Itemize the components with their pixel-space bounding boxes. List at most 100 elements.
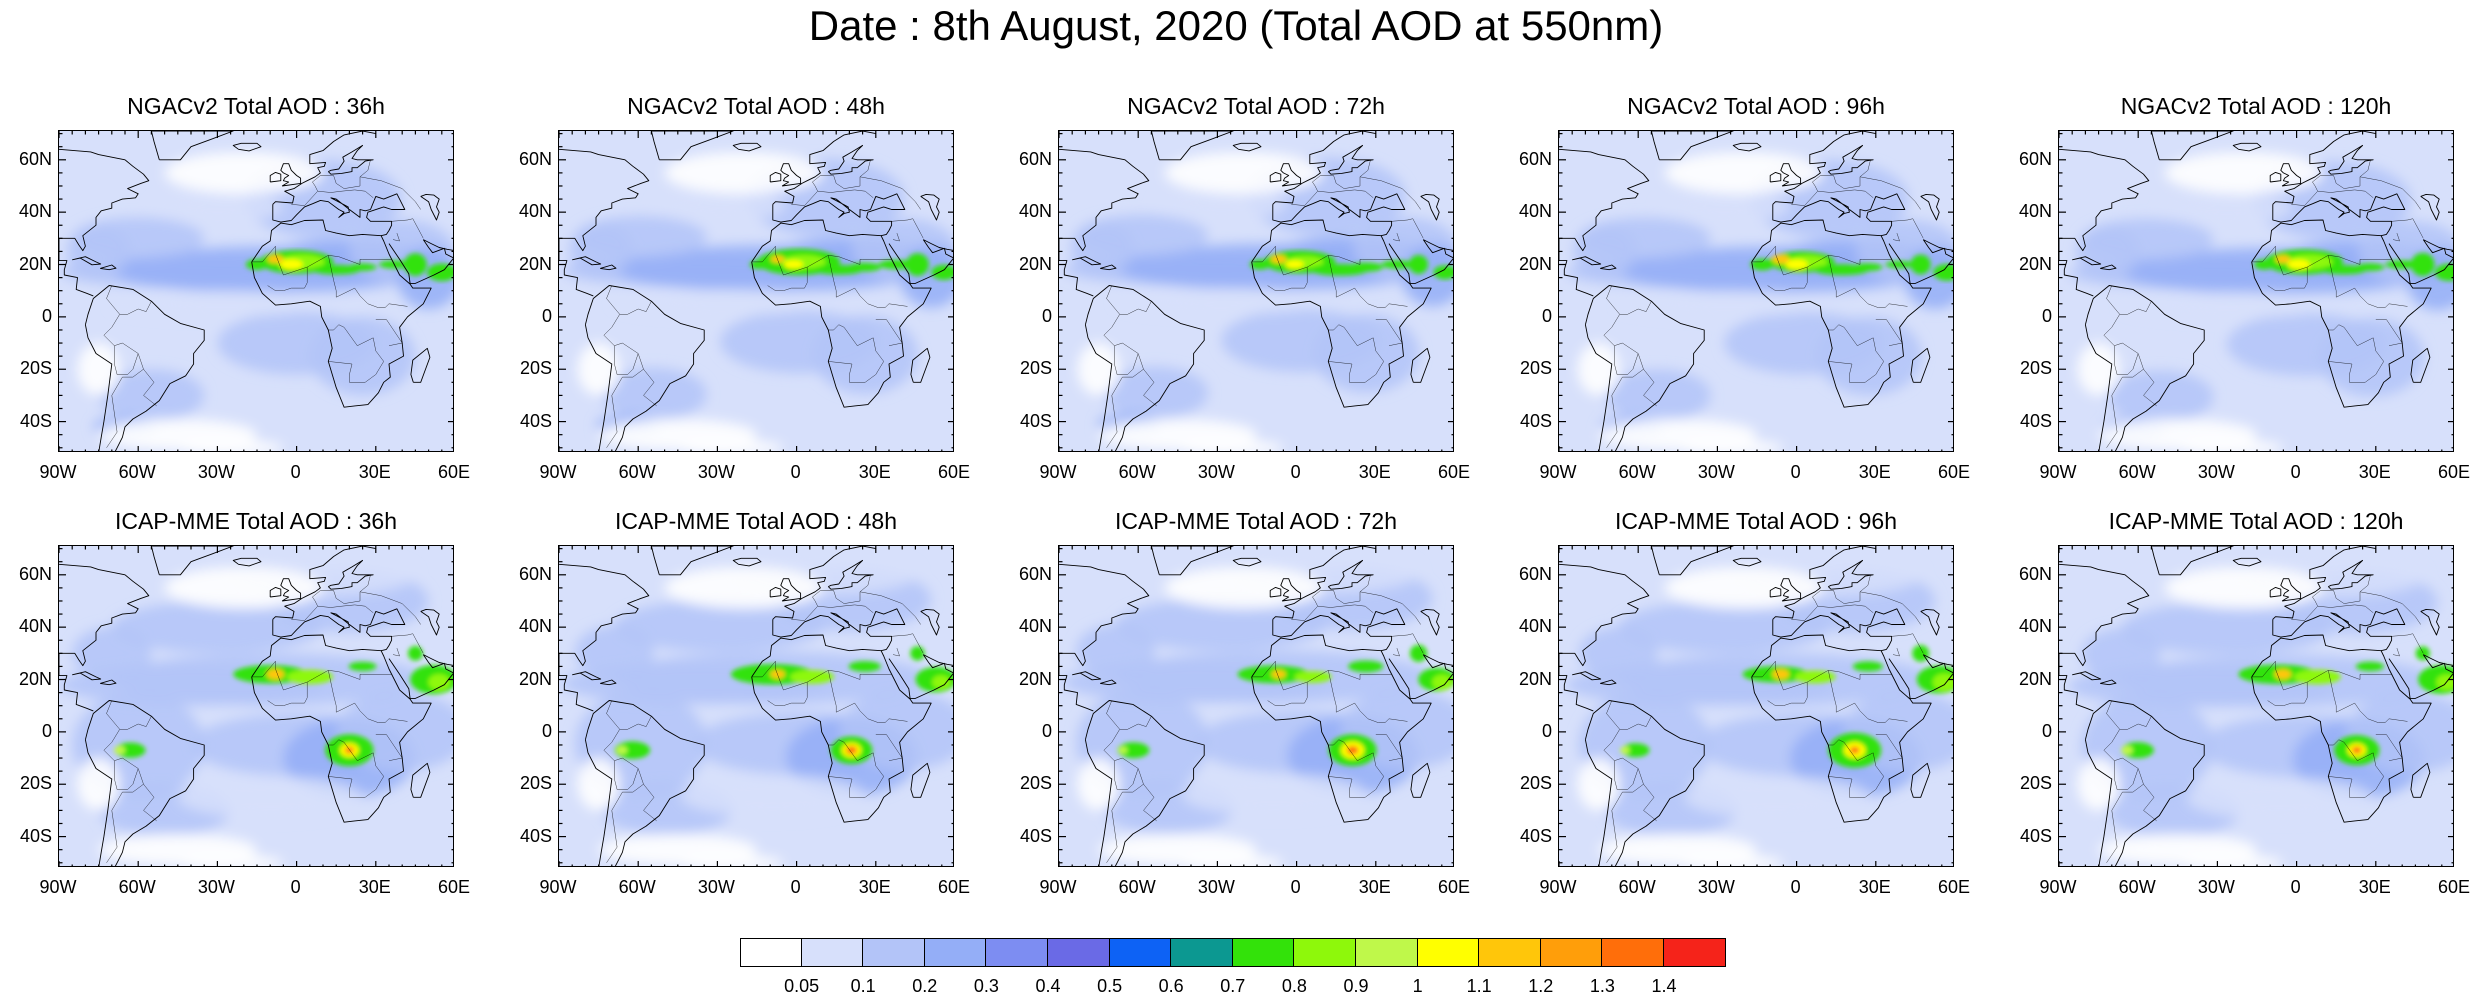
coastline — [2269, 171, 2282, 183]
lat-tick-label: 60N — [518, 563, 552, 584]
aod-plume-core — [404, 253, 427, 276]
coastline — [410, 347, 431, 383]
map-frame — [558, 130, 954, 452]
lat-tick-label: 20N — [1518, 668, 1552, 689]
aod-plume-core — [848, 661, 881, 672]
country-border — [2375, 734, 2403, 761]
aod-plume — [2160, 192, 2293, 224]
coastline — [1772, 608, 1906, 652]
lat-tick-label: 40S — [1519, 825, 1552, 846]
lon-tick-label: 30W — [1697, 877, 1735, 897]
coastline — [769, 171, 782, 183]
coastline — [1732, 557, 1762, 567]
country-border — [119, 716, 152, 730]
country-border — [767, 682, 808, 706]
aod-plume — [1578, 627, 1658, 680]
aod-plume-core — [1433, 265, 1453, 280]
country-border — [767, 267, 808, 291]
country-borders — [1603, 574, 1924, 863]
lon-tick-label: 30E — [358, 462, 391, 482]
country-border — [1119, 716, 1152, 730]
country-border — [603, 285, 657, 407]
colorbar-label: 0.05 — [784, 976, 820, 996]
aod-plume-core — [2275, 255, 2291, 264]
lon-tick-label: 90W — [2039, 462, 2077, 482]
coastline — [388, 239, 453, 284]
lon-tick-label: 30E — [1858, 877, 1891, 897]
lat-tick-label: 40S — [1019, 410, 1052, 431]
panel-title: ICAP-MME Total AOD : 36h — [114, 508, 398, 534]
coastline — [1600, 679, 1617, 686]
aod-plume-core — [906, 253, 929, 276]
coastline — [251, 634, 432, 823]
lon-tick-label: 30E — [858, 877, 891, 897]
coastline — [600, 264, 617, 271]
aod-plume — [601, 367, 707, 421]
axis-ticks — [59, 546, 453, 866]
coastline — [1100, 679, 1117, 686]
country-borders — [2103, 574, 2424, 863]
aod-plume — [1573, 225, 1637, 278]
country-border — [2103, 700, 2157, 822]
country-borders — [103, 574, 424, 863]
aod-plume — [1155, 188, 1288, 221]
country-border — [817, 604, 874, 613]
country-border — [751, 660, 892, 691]
country-border — [828, 255, 908, 308]
coastline — [2272, 546, 2376, 620]
coastline — [2280, 163, 2302, 187]
aod-plume-core — [312, 264, 361, 275]
coastline — [2410, 347, 2431, 383]
country-border — [1817, 189, 1874, 198]
country-border — [359, 591, 421, 625]
colorbar-swatch — [1171, 938, 1233, 967]
map-frame — [558, 545, 954, 867]
country-border — [891, 218, 924, 239]
country-border — [828, 670, 908, 723]
coastline — [420, 608, 440, 636]
coastline — [327, 559, 374, 590]
country-border — [1392, 233, 1400, 242]
colorbar-swatch — [1232, 938, 1295, 967]
coastline — [650, 546, 734, 576]
lat-tick-label: 20N — [1518, 253, 1552, 274]
colorbar-swatch — [924, 938, 987, 967]
lon-tick-label: 60E — [2437, 462, 2471, 482]
country-border — [2328, 255, 2408, 308]
country-border — [267, 267, 308, 291]
coastline — [1059, 653, 1094, 712]
lon-tick-label: 60W — [1618, 877, 1656, 897]
country-border — [2359, 591, 2421, 625]
country-border — [1114, 345, 1139, 375]
coastline — [2150, 546, 2234, 576]
lat-tick-label: 0 — [1541, 720, 1552, 741]
map-panel: NGACv2 Total AOD : 72h 60N 40N 20N 0 20S 40S 90… — [1000, 92, 1490, 487]
aod-plume-core — [2434, 263, 2453, 281]
lon-tick-label: 60W — [1118, 462, 1156, 482]
coastline — [600, 679, 617, 686]
country-borders — [603, 574, 924, 863]
country-border — [875, 319, 903, 346]
coastlines — [559, 131, 953, 451]
lon-tick-label: 30E — [1858, 462, 1891, 482]
coastline — [827, 559, 874, 590]
coastline — [1327, 144, 1374, 175]
coastline — [2280, 578, 2302, 602]
coastline — [1910, 762, 1931, 798]
lat-tick-label: 40S — [519, 825, 552, 846]
country-border — [1767, 267, 1808, 291]
map-panel: ICAP-MME Total AOD : 120h 60N 40N 20N 0 20S 40… — [2000, 507, 2472, 902]
coastline — [2388, 654, 2453, 699]
coastline — [650, 131, 734, 161]
coastline — [2410, 762, 2431, 798]
coastline — [1280, 163, 1302, 187]
aod-plume-core — [1348, 262, 1384, 272]
coastline — [2272, 193, 2406, 237]
axis-ticks — [1559, 546, 1953, 866]
lat-tick-label: 60N — [1518, 148, 1552, 169]
coastline — [1572, 671, 1602, 681]
colorbar-label: 0.2 — [912, 976, 938, 996]
lon-tick-label: 30E — [858, 462, 891, 482]
colorbar-swatch — [986, 938, 1048, 967]
axis-ticks — [2059, 546, 2453, 866]
